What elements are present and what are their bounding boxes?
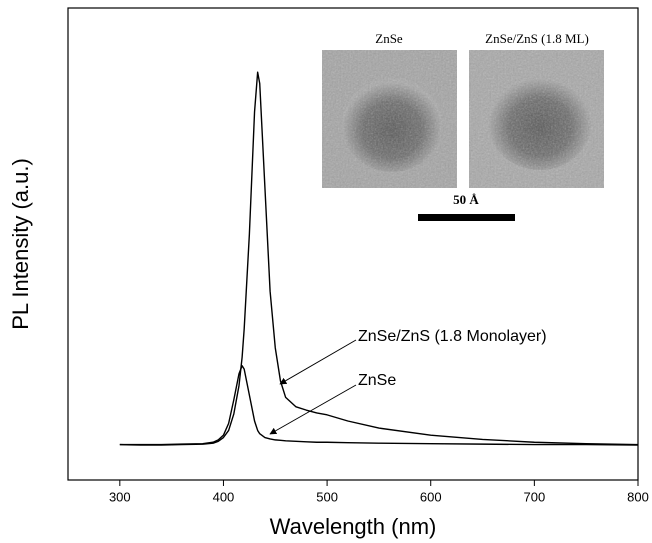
annotation-arrow <box>280 340 356 384</box>
chart: Wavelength (nm) PL Intensity (a.u.) ZnSe… <box>0 0 652 543</box>
scale-bar-label: 50 Å <box>453 192 479 207</box>
x-tick-label: 800 <box>627 489 649 504</box>
x-tick-label: 500 <box>316 489 338 504</box>
x-tick-label: 700 <box>524 489 546 504</box>
x-tick-label: 300 <box>109 489 131 504</box>
y-axis-label: PL Intensity (a.u.) <box>8 158 33 330</box>
scale-bar <box>418 214 515 221</box>
inset-label: ZnSe/ZnS (1.8 ML) <box>485 31 589 46</box>
tem-texture <box>322 50 457 188</box>
x-tick-label: 600 <box>420 489 442 504</box>
annotation-arrow <box>270 385 356 434</box>
series-label: ZnSe <box>358 372 396 389</box>
x-tick-label: 400 <box>213 489 235 504</box>
inset-label: ZnSe <box>375 31 403 46</box>
series-label: ZnSe/ZnS (1.8 Monolayer) <box>358 328 547 345</box>
tem-texture <box>469 50 604 188</box>
inset: ZnSe ZnSe/ZnS (1.8 ML) 50 Å <box>322 31 604 221</box>
x-axis-label: Wavelength (nm) <box>270 514 437 539</box>
